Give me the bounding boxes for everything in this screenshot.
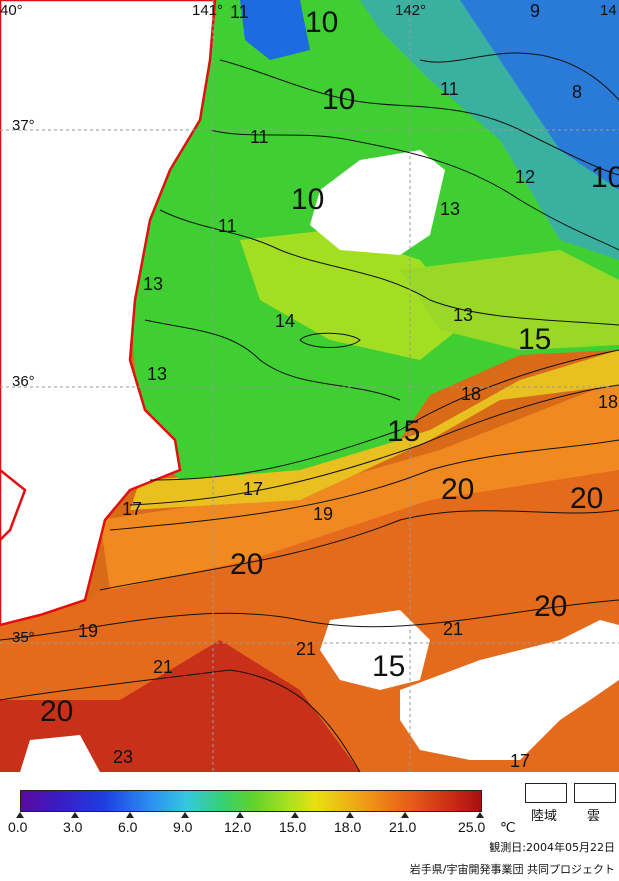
land-area (0, 0, 217, 627)
yellow-front-band (130, 350, 619, 510)
credit-text: 岩手県/宇宙開発事業団 共同プロジェクト (409, 863, 615, 876)
isotherm-lines (0, 52, 619, 772)
contour-label: 21 (443, 619, 464, 639)
colorbar-tick-label: 0.0 (8, 819, 28, 835)
colorbar-tick-label: 9.0 (173, 819, 193, 835)
contour-label: 20 (230, 548, 264, 581)
legend: 0.0 3.0 6.0 9.0 12.0 15.0 18.0 21.0 25.0… (0, 772, 619, 881)
contour-label: 10 (291, 183, 325, 216)
colorbar-tick-label: 25.0 (458, 819, 486, 835)
blue-water-area (460, 0, 619, 190)
colorbar-tick (16, 812, 24, 818)
contour-label: 18 (598, 392, 619, 412)
contour-label: 20 (570, 482, 604, 515)
contour-label: 20 (40, 695, 74, 728)
land-legend-swatch (525, 783, 567, 803)
contour-label: 8 (572, 82, 583, 102)
contour-label: 9 (530, 1, 541, 21)
contour-label: 14 (275, 311, 296, 331)
contour-label: 15 (387, 415, 421, 448)
longitude-142-label: 142° (395, 2, 427, 19)
temperature-unit-label: ℃ (500, 819, 516, 835)
colorbar-tick (401, 812, 409, 818)
contour-label: 17 (122, 499, 143, 519)
sea-surface-temperature-map (0, 0, 619, 772)
cloud-patch-southwest (20, 735, 100, 772)
cloud-legend-swatch (574, 783, 616, 803)
longitude-143-label: 14 (600, 2, 617, 19)
contour-label: 10 (305, 6, 339, 39)
colorbar-tick-label: 21.0 (389, 819, 417, 835)
cloud-patch-south (320, 610, 430, 690)
longitude-141-label: 141° (192, 2, 224, 19)
contour-label: 13 (453, 305, 474, 325)
contour-label: 13 (143, 274, 164, 294)
contour-label: 15 (372, 650, 406, 683)
colorbar-tick (476, 812, 484, 818)
longitude-140-label: 40° (0, 2, 23, 19)
latitude-35-label: 35° (12, 629, 35, 646)
contour-label: 17 (243, 479, 264, 499)
latitude-37-label: 37° (12, 117, 35, 134)
contour-label: 10 (591, 161, 619, 194)
temperature-colorbar (20, 790, 482, 812)
contour-label: 15 (518, 323, 552, 356)
contour-label: 23 (113, 747, 134, 767)
colorbar-tick-label: 6.0 (118, 819, 138, 835)
contour-label: 11 (440, 79, 459, 99)
colorbar-tick-label: 12.0 (224, 819, 252, 835)
blue-water-patch (240, 0, 310, 60)
hot-water-area (0, 640, 360, 772)
light-green-patch-east (400, 250, 619, 350)
colorbar-tick-label: 3.0 (63, 819, 83, 835)
colorbar-tick-label: 18.0 (334, 819, 362, 835)
colorbar-tick (291, 812, 299, 818)
cloud-legend-label: 雲 (587, 809, 601, 824)
contour-label: 21 (153, 657, 174, 677)
cloud-patch-southeast (400, 620, 619, 760)
contour-label: 13 (440, 199, 461, 219)
contour-label: 20 (441, 473, 475, 506)
contour-label: 13 (147, 364, 168, 384)
contour-label: 19 (78, 621, 99, 641)
contour-label: 21 (296, 639, 317, 659)
contour-label: 11 (250, 127, 269, 147)
contour-label: 18 (461, 384, 482, 404)
light-green-patch (240, 230, 470, 360)
contour-label: 19 (313, 504, 334, 524)
colorbar-tick-label: 15.0 (279, 819, 307, 835)
colorbar-tick (236, 812, 244, 818)
contour-label: 12 (515, 167, 536, 187)
colorbar-tick (346, 812, 354, 818)
contour-label: 11 (218, 216, 237, 236)
colorbar-tick (126, 812, 134, 818)
land-legend-label: 陸域 (531, 809, 558, 824)
cloud-patch (310, 150, 445, 255)
contour-label: 17 (510, 751, 531, 771)
contour-label: 11 (230, 2, 249, 22)
colorbar-tick (181, 812, 189, 818)
lat-lon-grid (0, 0, 619, 772)
land-area-west (0, 468, 27, 542)
colorbar-tick (71, 812, 79, 818)
contour-label: 20 (534, 590, 568, 623)
contour-label: 10 (322, 83, 356, 116)
latitude-36-label: 36° (12, 373, 35, 390)
observation-date: 観測日:2004年05月22日 (489, 841, 615, 854)
front-water-area (100, 380, 619, 590)
